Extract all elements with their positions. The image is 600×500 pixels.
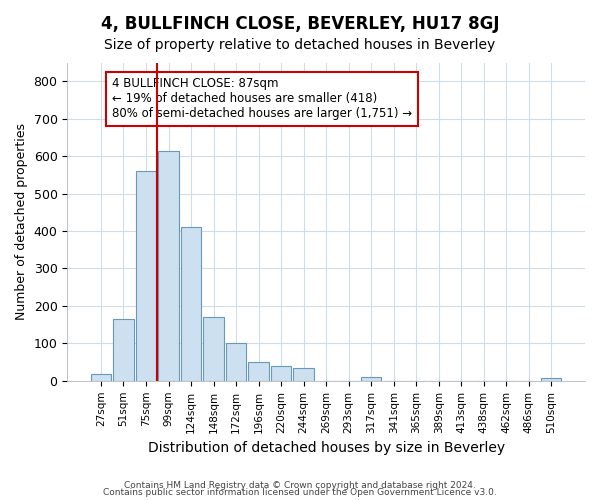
Bar [181, 228, 201, 381]
Bar [248, 362, 269, 381]
Y-axis label: Number of detached properties: Number of detached properties [15, 123, 28, 320]
Bar [271, 366, 291, 381]
Text: Contains public sector information licensed under the Open Government Licence v3: Contains public sector information licen… [103, 488, 497, 497]
Text: 4 BULLFINCH CLOSE: 87sqm
← 19% of detached houses are smaller (418)
80% of semi-: 4 BULLFINCH CLOSE: 87sqm ← 19% of detach… [112, 78, 412, 120]
Text: Contains HM Land Registry data © Crown copyright and database right 2024.: Contains HM Land Registry data © Crown c… [124, 480, 476, 490]
Bar [541, 378, 562, 381]
Bar [226, 344, 246, 381]
Bar [91, 374, 111, 381]
Bar [361, 377, 382, 381]
Bar [136, 171, 156, 381]
Bar [293, 368, 314, 381]
Bar [113, 319, 134, 381]
X-axis label: Distribution of detached houses by size in Beverley: Distribution of detached houses by size … [148, 441, 505, 455]
Bar [158, 150, 179, 381]
Text: Size of property relative to detached houses in Beverley: Size of property relative to detached ho… [104, 38, 496, 52]
Bar [203, 317, 224, 381]
Text: 4, BULLFINCH CLOSE, BEVERLEY, HU17 8GJ: 4, BULLFINCH CLOSE, BEVERLEY, HU17 8GJ [101, 15, 499, 33]
